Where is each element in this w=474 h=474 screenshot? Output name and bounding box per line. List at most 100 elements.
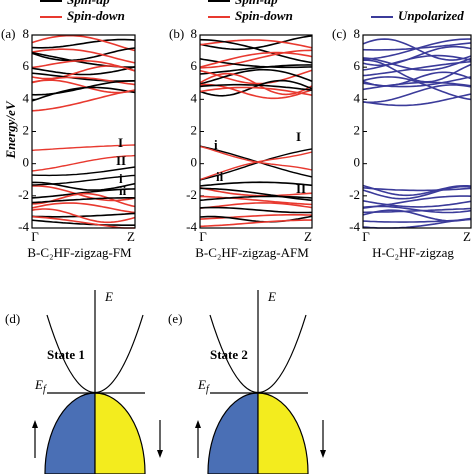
band-line <box>362 205 472 214</box>
band-line <box>362 185 472 200</box>
x-tick-label: Γ <box>362 229 370 244</box>
y-tick-label: 6 <box>23 58 30 73</box>
band-line <box>199 38 313 64</box>
band-line <box>362 38 472 61</box>
fermi-label: Ef <box>197 377 210 395</box>
band-line <box>31 66 136 76</box>
band-line <box>199 51 313 68</box>
band-line <box>31 202 136 214</box>
fermi-sub: f <box>206 384 210 395</box>
panel-label: (c) <box>332 26 346 41</box>
y-tick-label: 0 <box>23 155 30 170</box>
y-tick-label: 4 <box>191 90 198 105</box>
y-tick-label: 2 <box>23 122 30 137</box>
band-line <box>199 181 313 187</box>
band-line <box>31 212 136 218</box>
band-line <box>199 83 313 91</box>
band-annotation: ii <box>119 183 127 198</box>
band-line <box>362 84 472 104</box>
y-tick-label: -4 <box>186 219 197 234</box>
arrow-head <box>320 450 326 458</box>
band-line <box>199 195 313 202</box>
band-line <box>199 39 313 49</box>
y-tick-label: 8 <box>23 26 30 41</box>
fermi-E: E <box>197 377 206 392</box>
y-tick-label: -4 <box>349 219 360 234</box>
fermi-sub: f <box>43 384 47 395</box>
panel-caption: H-C₂HF-zigzag <box>372 245 454 260</box>
band-line <box>362 76 472 88</box>
band-line <box>31 154 136 172</box>
band-line <box>31 215 135 229</box>
arrow-head <box>157 450 163 458</box>
band-line <box>362 187 472 192</box>
band-line <box>31 144 136 152</box>
x-tick-label: Γ <box>199 229 207 244</box>
band-line <box>31 166 136 177</box>
x-tick-label: Z <box>127 229 135 244</box>
band-line <box>31 86 136 102</box>
legend-label: Spin-up <box>67 0 110 7</box>
panel-label: (e) <box>168 311 182 326</box>
energy-label: E <box>104 289 113 304</box>
legend-label: Spin-down <box>235 8 293 23</box>
band-line <box>199 202 313 209</box>
y-tick-label: 4 <box>23 90 30 105</box>
band-line <box>362 93 472 107</box>
half-left <box>207 392 259 474</box>
state-label: State 1 <box>47 347 85 362</box>
state-label: State 2 <box>210 347 248 362</box>
plot-frame <box>199 34 313 229</box>
band-annotation: I <box>118 135 123 150</box>
x-tick-label: Z <box>463 229 471 244</box>
band-line <box>31 219 135 226</box>
panel-caption: B-C₂HF-zigzag-AFM <box>195 245 309 260</box>
band-line <box>199 219 312 228</box>
band-line <box>199 35 313 51</box>
band-line <box>199 187 313 202</box>
band-line <box>31 38 136 49</box>
half-left <box>44 392 96 474</box>
band-line <box>362 60 472 77</box>
fermi-E: E <box>34 377 43 392</box>
y-tick-label: -2 <box>349 187 360 202</box>
band-annotation: i <box>119 171 123 186</box>
y-tick-label: 2 <box>191 122 198 137</box>
band-line <box>362 81 472 91</box>
band-line <box>32 174 136 186</box>
band-line <box>32 181 136 191</box>
band-line <box>199 186 313 197</box>
band-annotation: i <box>214 137 218 152</box>
fermi-label: Ef <box>34 377 47 395</box>
band-line <box>31 48 136 64</box>
band-line <box>199 214 313 220</box>
band-line <box>31 34 136 52</box>
panel-label: (d) <box>5 311 20 326</box>
band-annotation: ii <box>216 169 224 184</box>
y-tick-label: 6 <box>191 58 198 73</box>
y-tick-label: -2 <box>186 187 197 202</box>
half-right <box>94 392 146 474</box>
band-line <box>31 79 136 94</box>
band-line <box>199 49 313 69</box>
half-right <box>257 392 309 474</box>
band-line <box>31 197 136 204</box>
band-line <box>31 188 136 199</box>
band-line <box>31 65 136 80</box>
y-tick-label: 8 <box>191 26 198 41</box>
band-line <box>362 54 472 71</box>
y-tick-label: 0 <box>354 155 361 170</box>
y-tick-label: 6 <box>354 58 361 73</box>
band-line <box>31 89 136 112</box>
band-line <box>199 151 313 181</box>
panel-label: (b) <box>169 26 184 41</box>
legend-label: Spin-down <box>67 8 125 23</box>
band-line <box>199 79 313 97</box>
band-line <box>362 200 472 208</box>
band-line <box>199 148 313 181</box>
band-line <box>199 86 313 96</box>
band-line <box>362 57 472 71</box>
band-line <box>363 207 472 214</box>
